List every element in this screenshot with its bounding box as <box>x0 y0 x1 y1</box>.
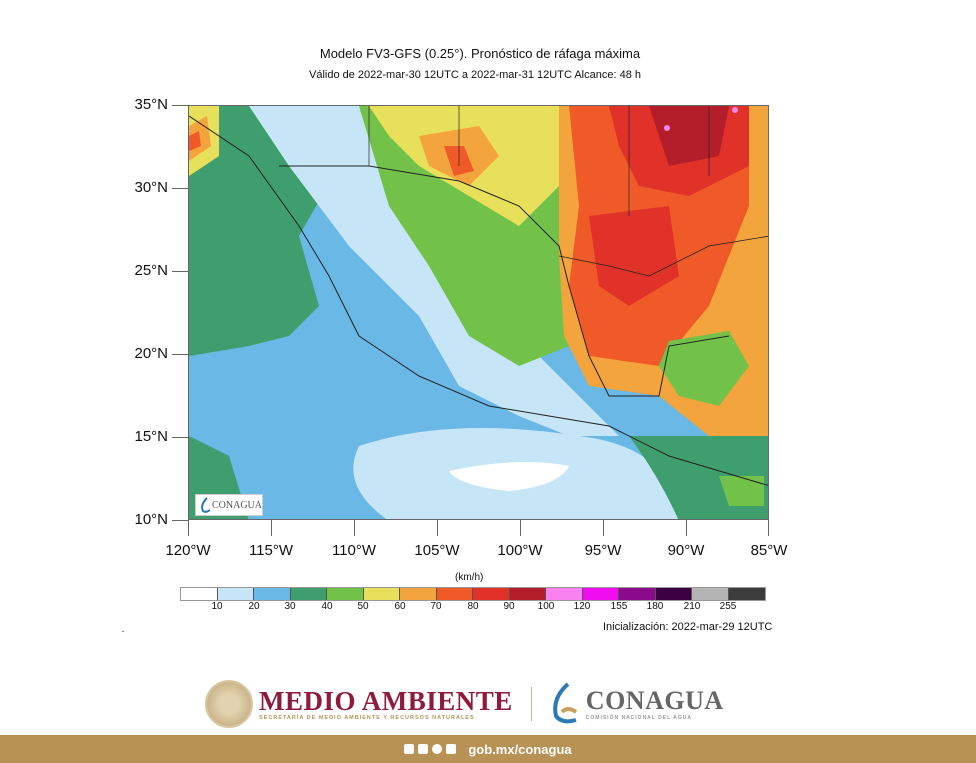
lon-label: 115°W <box>248 542 294 559</box>
colorbar-label: 70 <box>430 601 442 612</box>
medio-ambiente-logo-text: MEDIO AMBIENTE <box>259 686 513 716</box>
lon-label: 100°W <box>497 542 543 559</box>
instagram-icon[interactable] <box>432 744 443 754</box>
lat-label: 10°N <box>134 511 168 528</box>
youtube-icon[interactable] <box>446 744 457 754</box>
colorbar-label: 40 <box>321 601 333 612</box>
lat-tick <box>172 188 188 189</box>
logo-divider <box>530 687 532 721</box>
stray-mark <box>122 631 124 632</box>
colorbar-swatch <box>509 588 546 600</box>
colorbar-label: 30 <box>284 601 296 612</box>
colorbar-label: 210 <box>683 601 701 612</box>
colorbar-label: 120 <box>573 601 591 612</box>
colorbar-label: 100 <box>537 601 555 612</box>
colorbar-swatch <box>327 588 364 600</box>
lat-tick <box>172 437 188 438</box>
mexico-seal-icon <box>205 680 253 728</box>
initialization-time: Inicialización: 2022-mar-29 12UTC <box>603 621 773 633</box>
lon-tick <box>603 520 604 536</box>
conagua-logo-icon <box>553 682 577 724</box>
colorbar-label: 90 <box>503 601 515 612</box>
lon-tick <box>271 520 272 536</box>
colorbar-label: 80 <box>467 601 479 612</box>
colorbar-swatch <box>546 588 583 600</box>
footer-logos: MEDIO AMBIENTE SECRETARÍA DE MEDIO AMBIE… <box>205 678 725 730</box>
colorbar-swatch <box>436 588 473 600</box>
twitter-icon[interactable] <box>418 744 429 754</box>
lat-label: 20°N <box>134 345 168 362</box>
lat-tick <box>172 271 188 272</box>
colorbar-label: 10 <box>211 601 223 612</box>
colorbar-swatch <box>619 588 656 600</box>
lon-label: 90°W <box>667 542 705 559</box>
lon-label: 110°W <box>331 542 377 559</box>
colorbar-swatch <box>692 588 729 600</box>
colorbar <box>180 587 766 601</box>
lat-label: 30°N <box>134 179 168 196</box>
colorbar-swatch <box>217 588 254 600</box>
lon-tick <box>188 520 189 536</box>
lat-tick <box>172 354 188 355</box>
colorbar-label: 20 <box>248 601 260 612</box>
facebook-icon[interactable] <box>404 744 415 754</box>
lat-label: 35°N <box>134 96 168 113</box>
colorbar-swatch <box>181 588 218 600</box>
colorbar-label: 180 <box>646 601 664 612</box>
lon-tick <box>437 520 438 536</box>
chart-subtitle: Válido de 2022-mar-30 12UTC a 2022-mar-3… <box>308 69 641 81</box>
medio-ambiente-subtitle: SECRETARÍA DE MEDIO AMBIENTE Y RECURSOS … <box>259 715 475 721</box>
lon-tick <box>686 520 687 536</box>
colorbar-swatch <box>254 588 291 600</box>
colorbar-swatch <box>400 588 437 600</box>
lon-label: 120°W <box>165 542 211 559</box>
lat-label: 25°N <box>134 262 168 279</box>
lon-label: 105°W <box>414 542 460 559</box>
lat-label: 15°N <box>134 428 168 445</box>
footer-bar: gob.mx/conagua <box>0 735 976 763</box>
lon-label: 95°W <box>584 542 622 559</box>
colorbar-swatch <box>363 588 400 600</box>
conagua-watermark: CONAGUA <box>195 494 263 516</box>
lat-tick <box>172 105 188 106</box>
colorbar-label: 60 <box>394 601 406 612</box>
map-fill <box>189 106 768 519</box>
colorbar-swatch <box>655 588 692 600</box>
conagua-logo-text: CONAGUA <box>585 686 724 715</box>
colorbar-label: 155 <box>610 601 628 612</box>
colorbar-label: 50 <box>357 601 369 612</box>
colorbar-label: 255 <box>719 601 737 612</box>
conagua-subtitle: COMISIÓN NACIONAL DEL AGUA <box>585 715 692 721</box>
colorbar-swatch <box>582 588 619 600</box>
colorbar-swatch <box>728 588 765 600</box>
lon-tick <box>768 520 769 536</box>
lat-tick <box>172 520 188 521</box>
legend-units: (km/h) <box>455 572 484 583</box>
wind-gust-map <box>188 105 769 520</box>
colorbar-swatch <box>290 588 327 600</box>
chart-title: Modelo FV3-GFS (0.25°). Pronóstico de rá… <box>319 46 641 61</box>
lon-label: 85°W <box>750 542 788 559</box>
colorbar-swatch <box>473 588 510 600</box>
lon-tick <box>354 520 355 536</box>
conagua-logo-icon <box>201 497 210 513</box>
website-link[interactable]: gob.mx/conagua <box>468 741 572 757</box>
lon-tick <box>520 520 521 536</box>
